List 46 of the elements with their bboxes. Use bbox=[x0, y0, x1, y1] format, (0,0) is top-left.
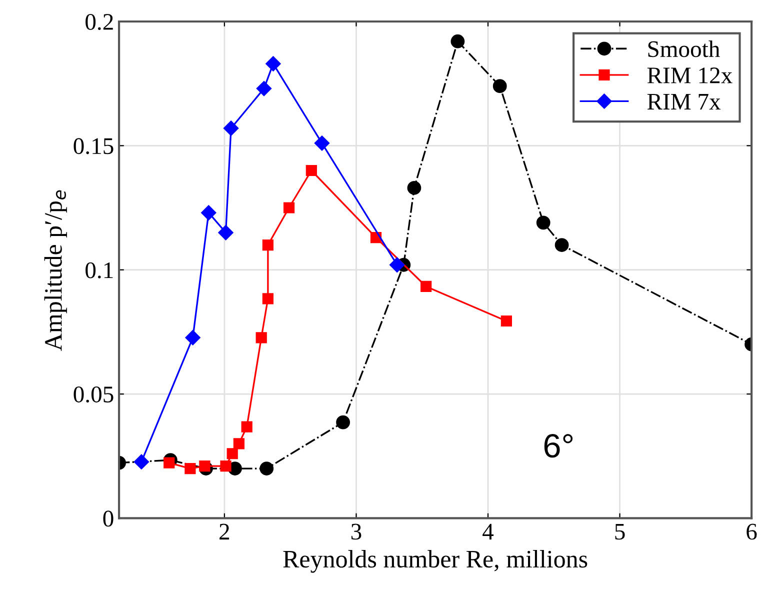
y-tick-label: 0.2 bbox=[86, 14, 113, 30]
point bbox=[283, 202, 295, 214]
point bbox=[266, 56, 281, 72]
point bbox=[134, 454, 149, 470]
point bbox=[390, 257, 405, 272]
point bbox=[262, 293, 274, 304]
legend-label: Smooth bbox=[648, 40, 720, 58]
point bbox=[500, 315, 512, 327]
point bbox=[306, 164, 317, 176]
point bbox=[218, 225, 234, 240]
point bbox=[220, 460, 232, 472]
point bbox=[256, 332, 267, 344]
point bbox=[256, 80, 272, 96]
x-axis-title: Reynolds number Re, millions bbox=[283, 550, 588, 573]
legend-label: RIM 7x bbox=[647, 94, 721, 110]
x-tick-label: 3 bbox=[351, 524, 362, 540]
x-tick-label: 4 bbox=[482, 524, 494, 540]
point bbox=[233, 438, 244, 450]
y-axis-title: Amplitude p′/p$_{e}$ bbox=[44, 190, 67, 351]
point bbox=[536, 216, 550, 230]
x-tick-label: 5 bbox=[615, 524, 625, 540]
point bbox=[314, 136, 330, 151]
point bbox=[260, 462, 274, 476]
annotation: 6° bbox=[544, 434, 573, 458]
point bbox=[223, 120, 239, 136]
point bbox=[185, 330, 200, 346]
point bbox=[336, 415, 350, 430]
y-tick-label: 0 bbox=[103, 510, 114, 527]
point bbox=[450, 34, 465, 48]
point bbox=[492, 79, 507, 94]
x-tick-label: 2 bbox=[220, 524, 230, 540]
point bbox=[420, 280, 432, 292]
point bbox=[241, 421, 252, 432]
point bbox=[407, 180, 422, 195]
legend-label: RIM 12x bbox=[647, 68, 732, 84]
point bbox=[164, 457, 175, 468]
point bbox=[199, 460, 210, 472]
point bbox=[262, 239, 274, 251]
y-tick-label: 0.05 bbox=[74, 386, 114, 403]
point bbox=[226, 448, 238, 460]
y-tick-label: 0.1 bbox=[86, 262, 113, 278]
x-tick-label: 6 bbox=[746, 524, 757, 540]
point bbox=[201, 205, 216, 220]
y-tick-label: 0.15 bbox=[74, 138, 114, 154]
point bbox=[184, 462, 196, 474]
point bbox=[554, 238, 569, 252]
